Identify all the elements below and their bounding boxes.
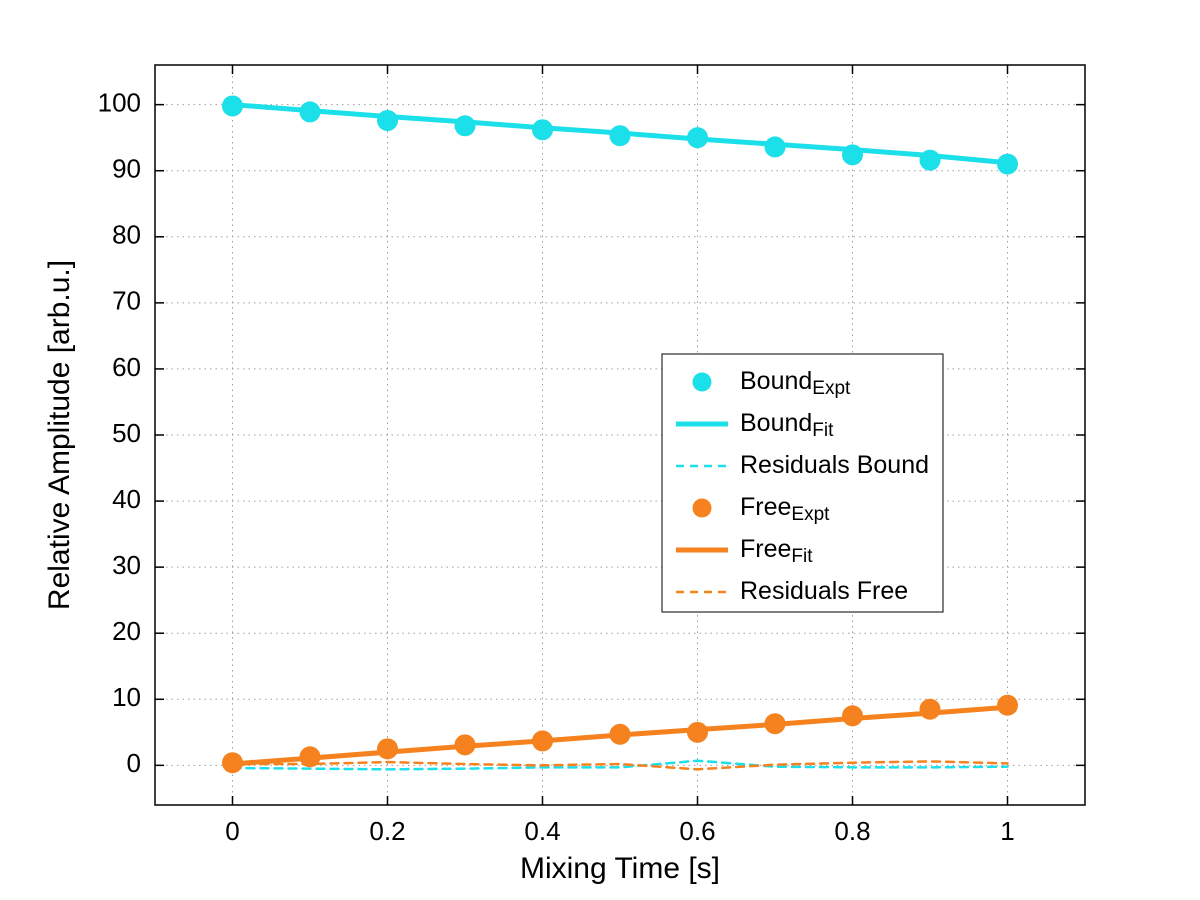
data-marker-free-expt [299,746,321,768]
data-marker-bound-expt [454,115,476,137]
data-marker-bound-expt [299,101,321,123]
x-tick-label: 0.2 [369,816,405,846]
legend-label-bound-expt: BoundExpt [740,367,851,399]
y-tick-label: 80 [112,220,141,250]
plot-border [154,64,1086,806]
legend-marker-free-expt [692,498,712,518]
legend-label-bound-fit: BoundFit [740,409,834,441]
data-marker-bound-expt [687,127,708,149]
x-tick-label: 0.4 [524,816,560,846]
legend-label-residuals-free: Residuals Free [740,577,908,605]
x-tick-label: 0 [225,816,239,846]
y-tick-label: 70 [112,286,141,316]
legend-marker-bound-expt [692,372,712,392]
data-marker-bound-expt [532,119,553,141]
data-marker-bound-expt [842,144,863,166]
data-marker-free-expt [919,698,941,720]
data-marker-free-expt [997,694,1018,716]
y-tick-label: 40 [112,484,141,514]
legend-label-residuals-bound: Residuals Bound [740,451,929,479]
data-marker-free-expt [454,734,476,756]
data-marker-bound-expt [609,125,631,147]
legend-label-free-expt: FreeExpt [740,493,830,525]
y-tick-label: 90 [112,154,141,184]
data-line-residuals-free [231,760,1009,771]
data-marker-free-expt [687,721,708,743]
data-marker-free-expt [222,752,243,774]
legend-box [661,353,944,613]
data-marker-bound-expt [764,136,786,158]
data-marker-bound-expt [377,110,398,131]
data-marker-free-expt [609,723,631,745]
data-marker-bound-expt [997,153,1018,175]
y-tick-label: 60 [112,352,141,382]
y-tick-label: 50 [112,418,141,448]
x-tick-label: 0.6 [679,816,715,846]
data-marker-free-expt [377,738,398,760]
data-marker-bound-expt [222,95,243,117]
legend-label-free-fit: FreeFit [740,535,813,567]
x-tick-label: 0.8 [834,816,870,846]
data-marker-free-expt [842,705,863,727]
y-tick-label: 10 [112,682,141,712]
y-tick-label: 0 [127,748,141,778]
x-axis-label: Mixing Time [s] [519,852,721,885]
data-line-residuals-bound [231,759,1009,771]
y-tick-label: 100 [98,88,141,118]
y-tick-label: 30 [112,550,141,580]
x-tick-label: 1 [1000,816,1014,846]
data-marker-free-expt [532,730,553,752]
y-axis-label: Relative Amplitude [arb.u.] [43,259,76,611]
y-tick-label: 20 [112,616,141,646]
data-marker-free-expt [764,713,786,735]
data-marker-bound-expt [919,149,941,171]
